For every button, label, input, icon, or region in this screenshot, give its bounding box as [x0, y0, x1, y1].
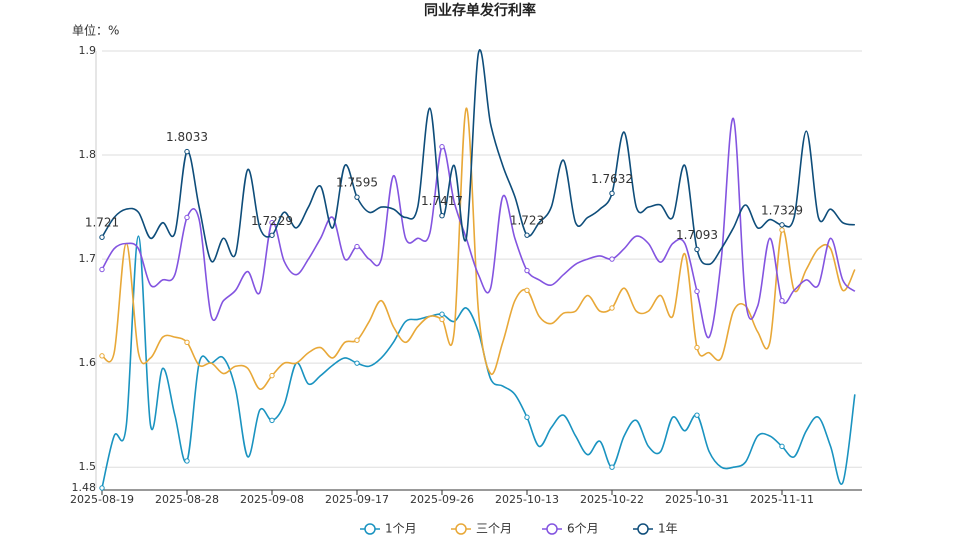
point-marker [354, 337, 360, 343]
legend-label: 三个月 [476, 522, 512, 536]
legend-icon [364, 523, 376, 535]
x-tick-label: 2025-08-19 [70, 493, 134, 506]
point-marker [99, 266, 105, 273]
y-tick-label: 1.5 [79, 460, 97, 473]
x-tick-label: 2025-09-26 [410, 493, 474, 506]
point-marker [524, 267, 530, 274]
legend-label: 1个月 [385, 522, 417, 536]
point-marker [354, 194, 360, 200]
y-tick-label: 1.9 [79, 44, 97, 57]
series-line [101, 117, 856, 339]
point-marker [779, 227, 785, 233]
point-marker [609, 256, 615, 262]
point-marker [439, 144, 445, 150]
point-marker [694, 412, 700, 418]
point-marker [184, 339, 190, 346]
series-line [101, 49, 855, 266]
point-marker [184, 214, 190, 221]
point-marker [354, 243, 360, 250]
point-marker [524, 287, 530, 294]
point-marker [779, 443, 785, 450]
point-marker [269, 232, 275, 238]
data-label: 1.7229 [251, 214, 293, 228]
point-marker [269, 417, 275, 424]
y-tick-label: 1.48 [72, 481, 97, 494]
series-line [101, 107, 856, 390]
point-marker [99, 485, 105, 491]
point-marker [354, 360, 360, 366]
point-marker [779, 298, 785, 304]
data-label: 1.8033 [166, 130, 208, 144]
data-label: 1.7417 [421, 194, 463, 208]
point-marker [184, 148, 190, 155]
unit-label: 单位：% [72, 23, 119, 38]
point-marker [439, 311, 445, 317]
point-marker [184, 458, 190, 464]
point-marker [779, 222, 785, 228]
point-marker [694, 344, 700, 351]
chart-title: 同业存单发行利率 [424, 2, 536, 19]
x-tick-label: 2025-11-11 [750, 493, 814, 506]
x-tick-label: 2025-09-08 [240, 493, 304, 506]
point-marker [269, 372, 275, 379]
point-marker [694, 288, 700, 295]
y-tick-label: 1.6 [79, 356, 97, 369]
point-marker [609, 190, 615, 197]
data-label: 1.7632 [591, 172, 633, 186]
data-label: 1.721 [85, 216, 119, 230]
legend-icon [637, 523, 649, 535]
data-label: 1.723 [510, 214, 544, 228]
x-tick-label: 2025-09-17 [325, 493, 389, 506]
point-marker [694, 246, 700, 253]
point-marker [609, 305, 615, 311]
point-marker [609, 464, 615, 470]
point-marker [269, 219, 275, 226]
data-label: 1.7093 [676, 228, 718, 242]
x-tick-label: 2025-08-28 [155, 493, 219, 506]
point-marker [439, 316, 445, 323]
data-label: 1.7329 [761, 203, 803, 217]
point-marker [439, 213, 445, 219]
legend-label: 6个月 [567, 522, 599, 536]
y-tick-label: 1.7 [79, 252, 97, 265]
point-marker [99, 353, 105, 359]
x-tick-label: 2025-10-31 [665, 493, 729, 506]
data-label: 1.7595 [336, 176, 378, 190]
x-tick-label: 2025-10-22 [580, 493, 644, 506]
legend-label: 1年 [658, 522, 678, 536]
legend-icon [546, 523, 558, 535]
y-tick-label: 1.8 [79, 148, 97, 161]
point-marker [99, 234, 105, 240]
point-marker [524, 232, 530, 238]
x-tick-label: 2025-10-13 [495, 493, 559, 506]
legend-icon [455, 523, 467, 535]
point-marker [524, 414, 530, 420]
